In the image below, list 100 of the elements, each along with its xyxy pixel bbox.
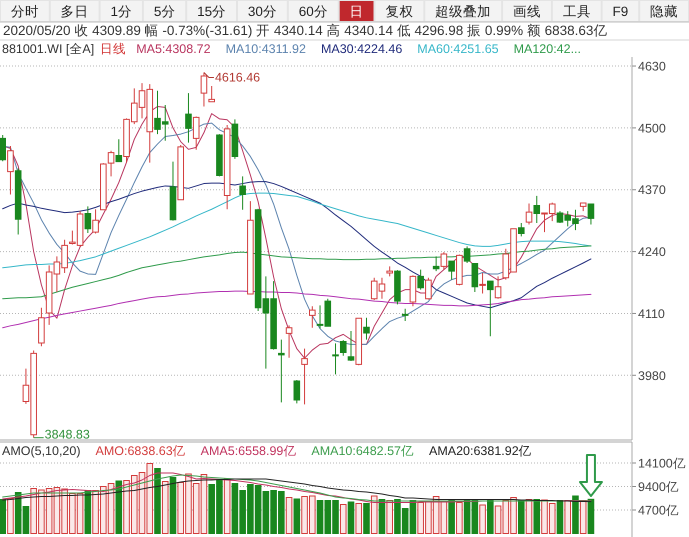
- bar: [348, 502, 354, 534]
- text: MA120:42...: [514, 42, 581, 56]
- bar: [224, 478, 230, 534]
- line-series: [2, 192, 592, 268]
- category-label: 工具: [562, 4, 591, 19]
- category-label: 隐藏: [650, 4, 678, 19]
- bar: [378, 499, 386, 534]
- category-label: 复权: [385, 4, 414, 19]
- y-tick-label: 4630: [638, 60, 666, 74]
- candlestick: [294, 380, 300, 404]
- candlestick: [84, 206, 92, 234]
- candlestick: [224, 124, 230, 210]
- bar: [386, 500, 393, 534]
- candlestick: [518, 222, 525, 237]
- chart-title: AMO(5,10,20): [2, 444, 81, 458]
- candlestick: [425, 277, 432, 300]
- candlestick: [286, 324, 292, 358]
- bar: [479, 504, 486, 534]
- bar: [162, 481, 169, 534]
- bar: [116, 480, 122, 534]
- category-label: 画线: [513, 4, 541, 19]
- candlestick: [200, 72, 208, 107]
- y-tick-label: 4500: [638, 121, 666, 136]
- y-tick-label: 4110: [638, 306, 665, 321]
- candlestick: [487, 280, 494, 337]
- candlestick: [348, 330, 354, 362]
- candlestick: [402, 308, 408, 322]
- candlestick: [386, 266, 393, 277]
- bar: [370, 496, 378, 534]
- candlestick: [247, 200, 254, 295]
- candlestick: [472, 262, 478, 293]
- bar: [448, 500, 455, 534]
- bar: [84, 490, 92, 534]
- bar: [518, 500, 525, 534]
- bar: [154, 468, 161, 534]
- y-tick-label: 4240: [638, 245, 666, 260]
- candlestick: [410, 274, 416, 307]
- candlestick: [170, 161, 176, 222]
- candlestick: [14, 168, 22, 235]
- candlestick: [100, 162, 107, 211]
- text: MA5:4308.72: [136, 42, 211, 56]
- category-label: 15分: [197, 4, 226, 19]
- category-label: 1分: [110, 4, 132, 19]
- bar: [564, 500, 572, 534]
- candlestick: [309, 306, 316, 328]
- y-tick-label: 4370: [638, 183, 666, 198]
- candlestick: [417, 269, 424, 290]
- bar: [340, 504, 347, 534]
- candlestick: [116, 138, 122, 163]
- chart-title: 881001.WI [全A]: [2, 42, 94, 56]
- candlestick: [464, 246, 470, 264]
- text: MA10:4311.92: [226, 42, 306, 56]
- bar: [533, 499, 540, 534]
- y-tick-label: 4700亿: [638, 504, 679, 518]
- bar: [355, 503, 362, 534]
- line-series: [2, 245, 592, 300]
- bar: [487, 499, 494, 534]
- category-label: 分时: [10, 4, 39, 19]
- candlestick: [208, 86, 215, 103]
- line-series: [2, 290, 592, 328]
- candlestick: [494, 276, 502, 300]
- candlestick: [0, 134, 6, 162]
- candlestick: [355, 317, 362, 366]
- candlestick: [232, 118, 238, 160]
- category-label: 日: [350, 4, 364, 19]
- text: MA30:4224.46: [320, 42, 402, 56]
- category-label: 30分: [248, 4, 277, 19]
- line-series: [2, 478, 592, 502]
- candlestick: [92, 208, 99, 234]
- category-label: 60分: [298, 4, 328, 19]
- series-label: AMO:6838.63亿: [96, 444, 186, 458]
- candlestick: [7, 145, 14, 195]
- category-label: F9: [612, 4, 628, 19]
- bar: [580, 500, 586, 534]
- text: AMA20:6381.92亿: [429, 444, 532, 458]
- candlestick: [185, 92, 192, 144]
- annotation: 3848.83: [44, 428, 90, 442]
- candlestick: [38, 307, 45, 347]
- bar: [556, 500, 564, 534]
- candlestick: [479, 272, 486, 294]
- candlestick: [456, 254, 463, 286]
- candlestick: [301, 348, 308, 405]
- candlestick: [177, 144, 184, 201]
- bar: [294, 498, 300, 534]
- bar: [7, 498, 14, 534]
- candlestick: [332, 342, 339, 375]
- text: MA60:4251.65: [417, 42, 499, 56]
- candlestick: [533, 195, 540, 224]
- candlestick: [216, 134, 223, 177]
- candlestick: [192, 116, 200, 150]
- candlestick: [239, 176, 246, 210]
- y-tick-label: 14100亿: [638, 456, 686, 470]
- line-series: [2, 181, 592, 308]
- bar: [170, 477, 176, 534]
- candlestick: [108, 150, 114, 177]
- category-label: 多日: [60, 4, 89, 19]
- bar: [0, 499, 6, 534]
- series-label: AMA5:6558.99亿: [200, 444, 296, 458]
- candlestick: [394, 270, 401, 305]
- candlestick: [526, 203, 532, 225]
